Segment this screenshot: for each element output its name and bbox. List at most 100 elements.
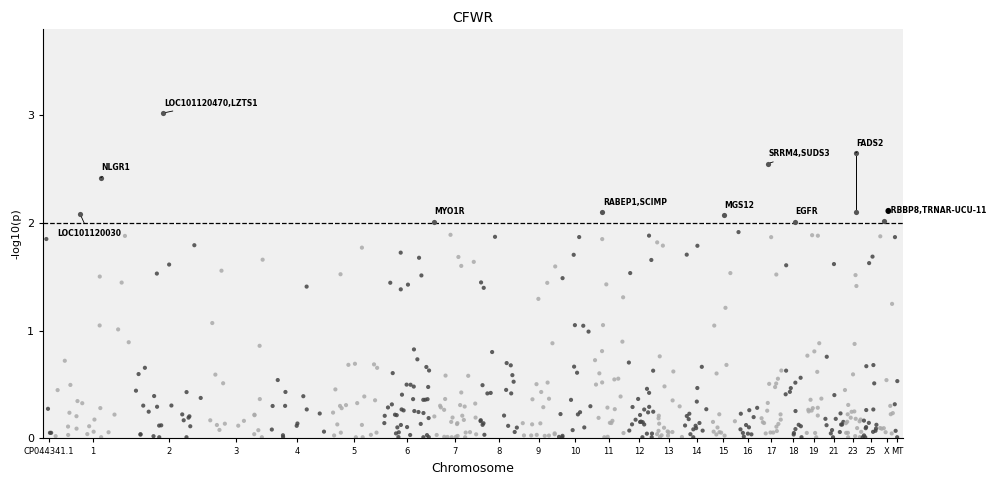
Point — [62, 381, 78, 389]
Point — [848, 208, 864, 216]
Point — [594, 379, 610, 386]
Point — [500, 422, 516, 430]
Point — [674, 433, 690, 441]
Point — [121, 338, 137, 346]
Point — [415, 409, 431, 417]
Point — [473, 278, 489, 286]
Point — [868, 421, 884, 429]
Point — [532, 419, 548, 427]
Point — [413, 272, 429, 279]
Point — [716, 211, 732, 219]
Point — [402, 431, 418, 439]
Point — [453, 389, 469, 397]
Point — [639, 430, 655, 437]
Text: MYO1R: MYO1R — [435, 208, 465, 216]
Point — [765, 429, 781, 436]
Point — [636, 406, 652, 414]
Point — [767, 383, 783, 391]
Point — [569, 369, 585, 377]
Point — [783, 384, 799, 392]
Point — [773, 416, 789, 423]
Point — [230, 422, 246, 430]
Point — [778, 367, 794, 375]
Point — [628, 416, 644, 424]
Point — [155, 109, 171, 117]
Point — [760, 399, 776, 407]
Point — [444, 434, 460, 441]
Point — [277, 402, 293, 410]
Point — [599, 404, 615, 412]
Point — [660, 432, 676, 439]
Point — [450, 432, 466, 440]
Point — [363, 431, 379, 439]
Point — [338, 401, 354, 409]
Point — [800, 406, 816, 414]
Point — [682, 430, 698, 438]
Point — [787, 379, 803, 386]
Point — [389, 411, 405, 419]
Point — [399, 381, 415, 388]
Point — [810, 404, 826, 412]
Point — [688, 422, 704, 430]
Point — [695, 427, 711, 434]
Point — [582, 402, 598, 410]
Point — [449, 419, 465, 427]
Point — [852, 433, 868, 441]
Point — [837, 386, 853, 394]
Point — [181, 414, 197, 421]
Point — [630, 395, 646, 403]
Point — [793, 374, 809, 382]
Point — [571, 233, 587, 241]
Point — [588, 381, 604, 388]
Point — [810, 412, 826, 419]
Point — [487, 233, 503, 241]
Point — [406, 407, 422, 415]
Point — [756, 419, 772, 427]
Point — [60, 423, 76, 431]
Point — [872, 232, 888, 240]
Point — [840, 429, 856, 437]
Point — [312, 410, 328, 417]
Point — [843, 414, 859, 421]
Point — [887, 233, 903, 241]
Point — [544, 339, 560, 347]
Point — [387, 411, 403, 418]
Point — [787, 218, 803, 226]
Point — [848, 149, 864, 157]
Point — [151, 434, 167, 441]
Point — [835, 418, 851, 426]
Point — [865, 253, 881, 260]
Point — [615, 294, 631, 301]
Point — [555, 274, 571, 282]
Point — [688, 424, 704, 432]
Point — [581, 328, 597, 335]
Point — [651, 427, 667, 435]
Point — [496, 412, 512, 419]
Point — [788, 407, 804, 415]
Point — [246, 430, 262, 438]
Point — [179, 388, 195, 396]
Point — [801, 408, 817, 416]
Point — [347, 360, 363, 368]
Point — [566, 251, 582, 259]
Point — [146, 432, 162, 440]
Point — [770, 375, 786, 382]
Point — [656, 424, 672, 432]
Point — [426, 413, 442, 420]
Text: RABEP1,SCIMP: RABEP1,SCIMP — [603, 198, 667, 207]
Point — [394, 391, 410, 399]
Point — [420, 383, 436, 391]
Point — [74, 399, 90, 407]
Point — [587, 356, 603, 364]
Point — [689, 398, 705, 405]
Point — [533, 388, 549, 396]
Point — [731, 228, 747, 236]
Point — [799, 352, 815, 360]
Point — [503, 389, 519, 397]
Point — [664, 428, 680, 436]
Point — [355, 434, 371, 441]
Point — [539, 279, 555, 287]
Point — [606, 376, 622, 383]
Point — [437, 395, 453, 403]
Point — [636, 420, 652, 428]
